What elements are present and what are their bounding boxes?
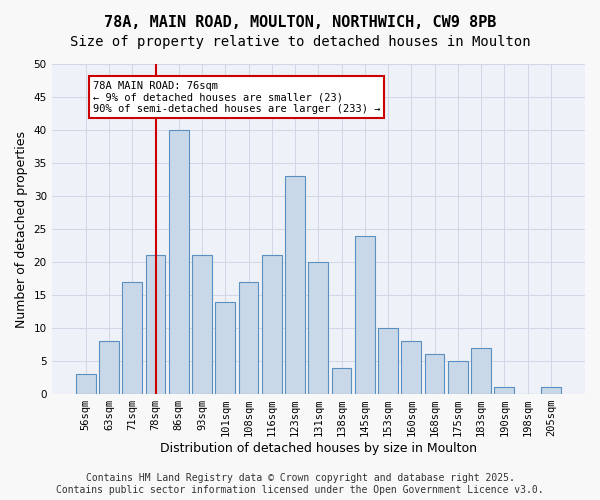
Bar	[146, 256, 166, 394]
Bar	[425, 354, 445, 394]
Bar	[378, 328, 398, 394]
Text: 78A, MAIN ROAD, MOULTON, NORTHWICH, CW9 8PB: 78A, MAIN ROAD, MOULTON, NORTHWICH, CW9 …	[104, 15, 496, 30]
Y-axis label: Number of detached properties: Number of detached properties	[15, 130, 28, 328]
Bar	[471, 348, 491, 394]
Bar	[448, 361, 468, 394]
Bar	[332, 368, 352, 394]
Bar	[401, 342, 421, 394]
Text: Contains HM Land Registry data © Crown copyright and database right 2025.
Contai: Contains HM Land Registry data © Crown c…	[56, 474, 544, 495]
Bar	[192, 256, 212, 394]
Bar	[308, 262, 328, 394]
Bar	[285, 176, 305, 394]
Bar	[355, 236, 375, 394]
X-axis label: Distribution of detached houses by size in Moulton: Distribution of detached houses by size …	[160, 442, 477, 455]
Bar	[239, 282, 259, 394]
Bar	[494, 388, 514, 394]
Bar	[262, 256, 282, 394]
Bar	[215, 302, 235, 394]
Bar	[76, 374, 95, 394]
Bar	[541, 388, 561, 394]
Bar	[99, 342, 119, 394]
Text: Size of property relative to detached houses in Moulton: Size of property relative to detached ho…	[70, 35, 530, 49]
Bar	[169, 130, 188, 394]
Bar	[122, 282, 142, 394]
Text: 78A MAIN ROAD: 76sqm
← 9% of detached houses are smaller (23)
90% of semi-detach: 78A MAIN ROAD: 76sqm ← 9% of detached ho…	[93, 80, 380, 114]
